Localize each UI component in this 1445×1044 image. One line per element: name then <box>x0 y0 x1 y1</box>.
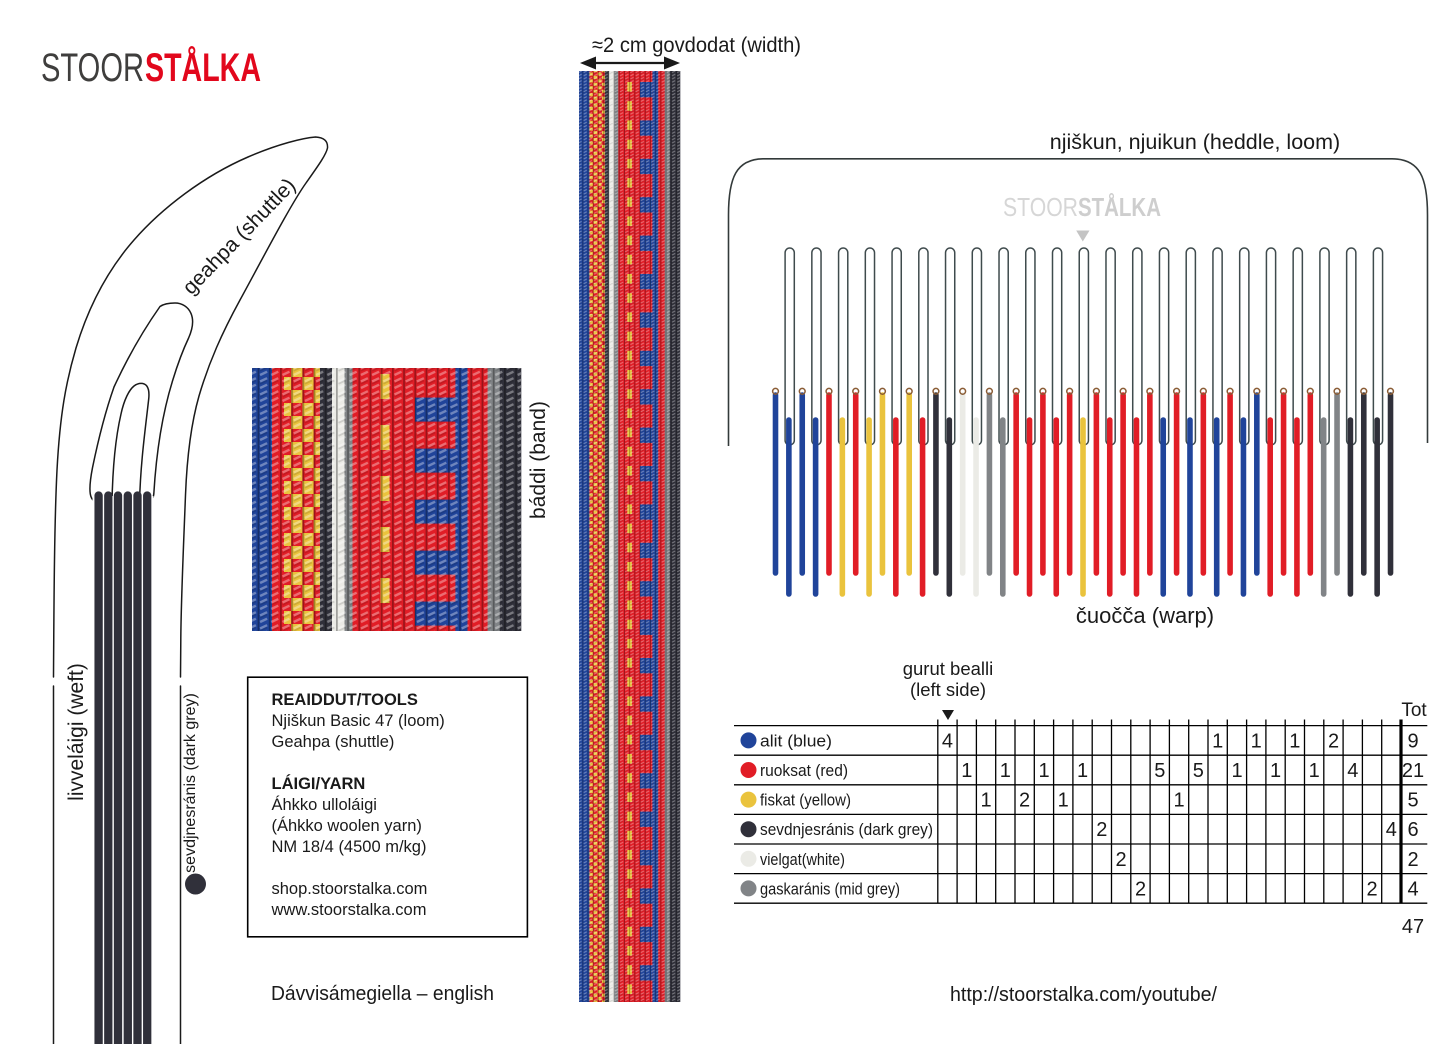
svg-text:4: 4 <box>942 730 953 752</box>
svg-text:2: 2 <box>1328 730 1339 752</box>
svg-text:1: 1 <box>1212 730 1223 752</box>
svg-text:2: 2 <box>1135 878 1146 900</box>
svg-text:NM 18/4 (4500 m/kg): NM 18/4 (4500 m/kg) <box>272 838 427 856</box>
svg-text:5: 5 <box>1193 760 1204 782</box>
svg-text:4: 4 <box>1386 819 1397 841</box>
svg-text:ruoksat (red): ruoksat (red) <box>760 762 848 780</box>
svg-text:1: 1 <box>1173 790 1184 812</box>
svg-text:LÁIGI/YARN: LÁIGI/YARN <box>272 774 366 793</box>
svg-text:sevdjnesránis (dark grey): sevdjnesránis (dark grey) <box>182 693 199 873</box>
svg-text:Tot: Tot <box>1401 700 1427 721</box>
svg-text:Geahpa (shuttle): Geahpa (shuttle) <box>272 733 395 751</box>
svg-text:2: 2 <box>1096 819 1107 841</box>
svg-text:alit (blue): alit (blue) <box>760 732 832 750</box>
svg-text:(left side): (left side) <box>910 679 986 700</box>
svg-text:1: 1 <box>1289 730 1300 752</box>
svg-text:fiskat (yellow): fiskat (yellow) <box>760 792 851 810</box>
svg-text:1: 1 <box>1251 730 1262 752</box>
svg-text:1: 1 <box>1309 760 1320 782</box>
svg-text:njiškun, njuikun (heddle, loom: njiškun, njuikun (heddle, loom) <box>1050 130 1340 154</box>
svg-text:1: 1 <box>1038 760 1049 782</box>
svg-text:21: 21 <box>1402 760 1424 782</box>
svg-text:4: 4 <box>1407 878 1418 900</box>
svg-text:1: 1 <box>1058 790 1069 812</box>
svg-text:shop.stoorstalka.com: shop.stoorstalka.com <box>272 880 428 898</box>
svg-text:livveláigi (weft): livveláigi (weft) <box>65 663 88 801</box>
svg-text:sevdnjesránis (dark grey): sevdnjesránis (dark grey) <box>760 821 933 839</box>
svg-text:báddi (band): báddi (band) <box>527 401 550 519</box>
svg-text:1: 1 <box>1077 760 1088 782</box>
svg-text:Dávvisámegiella – english: Dávvisámegiella – english <box>271 982 494 1005</box>
svg-text:gurut bealli: gurut bealli <box>903 658 994 679</box>
svg-text:6: 6 <box>1407 819 1418 841</box>
svg-text:1: 1 <box>980 790 991 812</box>
svg-text:2: 2 <box>1407 849 1418 871</box>
svg-text:5: 5 <box>1154 760 1165 782</box>
svg-text:4: 4 <box>1347 760 1358 782</box>
svg-text:(Áhkko woolen yarn): (Áhkko woolen yarn) <box>272 816 422 835</box>
svg-text:1: 1 <box>1000 760 1011 782</box>
svg-text:2: 2 <box>1019 790 1030 812</box>
svg-text:47: 47 <box>1402 916 1424 938</box>
svg-text:geahpa (shuttle): geahpa (shuttle) <box>178 174 300 299</box>
svg-text:gaskaránis (mid grey): gaskaránis (mid grey) <box>760 880 900 898</box>
svg-text:≈2 cm govdodat (width): ≈2 cm govdodat (width) <box>592 33 801 57</box>
svg-text:2: 2 <box>1366 878 1377 900</box>
svg-text:http://stoorstalka.com/youtube: http://stoorstalka.com/youtube/ <box>950 984 1217 1006</box>
svg-text:9: 9 <box>1407 730 1418 752</box>
svg-text:1: 1 <box>961 760 972 782</box>
svg-text:Áhkko ulloláigi: Áhkko ulloláigi <box>272 795 377 814</box>
svg-text:5: 5 <box>1407 790 1418 812</box>
svg-text:vielgat(white): vielgat(white) <box>760 851 845 869</box>
svg-text:STOORSTÅLKA: STOORSTÅLKA <box>41 45 261 90</box>
svg-text:Njiškun Basic 47 (loom): Njiškun Basic 47 (loom) <box>272 712 445 730</box>
svg-text:STOORSTÅLKA: STOORSTÅLKA <box>1003 192 1161 222</box>
svg-text:REAIDDUT/TOOLS: REAIDDUT/TOOLS <box>272 691 418 709</box>
svg-text:čuočča (warp): čuočča (warp) <box>1076 603 1214 628</box>
svg-text:www.stoorstalka.com: www.stoorstalka.com <box>271 901 427 919</box>
svg-text:2: 2 <box>1116 849 1127 871</box>
svg-text:1: 1 <box>1231 760 1242 782</box>
svg-text:1: 1 <box>1270 760 1281 782</box>
